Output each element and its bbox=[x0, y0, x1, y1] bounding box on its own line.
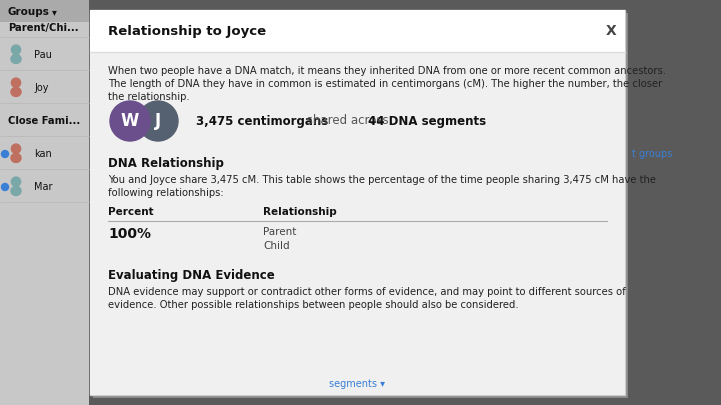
Circle shape bbox=[12, 144, 21, 153]
Text: DNA Relationship: DNA Relationship bbox=[108, 157, 224, 170]
Ellipse shape bbox=[11, 186, 21, 196]
Text: Close Fami...: Close Fami... bbox=[8, 116, 80, 126]
Text: Pau: Pau bbox=[34, 50, 52, 60]
Text: Percent: Percent bbox=[108, 207, 154, 217]
Text: Parent: Parent bbox=[263, 227, 296, 237]
Text: Relationship: Relationship bbox=[263, 207, 337, 217]
Circle shape bbox=[138, 101, 178, 141]
Text: J: J bbox=[155, 112, 161, 130]
Text: Parent/Chi...: Parent/Chi... bbox=[8, 23, 79, 33]
Text: evidence. Other possible relationships between people should also be considered.: evidence. Other possible relationships b… bbox=[108, 300, 518, 310]
Text: When two people have a DNA match, it means they inherited DNA from one or more r: When two people have a DNA match, it mea… bbox=[108, 66, 666, 76]
Text: 44 DNA segments: 44 DNA segments bbox=[368, 115, 486, 128]
Circle shape bbox=[12, 45, 21, 54]
Ellipse shape bbox=[11, 87, 21, 96]
Text: Relationship to Joyce: Relationship to Joyce bbox=[108, 24, 266, 38]
Text: ▾: ▾ bbox=[52, 7, 57, 17]
Text: X: X bbox=[606, 24, 616, 38]
Text: Joy: Joy bbox=[34, 83, 48, 93]
Text: t groups: t groups bbox=[632, 149, 673, 159]
Text: Child: Child bbox=[263, 241, 290, 251]
Circle shape bbox=[1, 151, 9, 158]
Text: DNA evidence may support or contradict other forms of evidence, and may point to: DNA evidence may support or contradict o… bbox=[108, 287, 626, 297]
Text: following relationships:: following relationships: bbox=[108, 188, 224, 198]
Text: kan: kan bbox=[34, 149, 52, 159]
FancyBboxPatch shape bbox=[90, 10, 625, 52]
Circle shape bbox=[12, 78, 21, 87]
Text: Mar: Mar bbox=[34, 182, 53, 192]
Text: Evaluating DNA Evidence: Evaluating DNA Evidence bbox=[108, 269, 275, 282]
Ellipse shape bbox=[11, 54, 21, 64]
Text: shared across: shared across bbox=[303, 115, 392, 128]
Text: Groups: Groups bbox=[8, 7, 50, 17]
FancyBboxPatch shape bbox=[0, 0, 89, 405]
Text: 100%: 100% bbox=[108, 227, 151, 241]
Circle shape bbox=[110, 101, 150, 141]
FancyBboxPatch shape bbox=[90, 10, 625, 395]
FancyBboxPatch shape bbox=[90, 52, 625, 395]
Ellipse shape bbox=[11, 153, 21, 162]
Circle shape bbox=[1, 183, 9, 190]
Text: the relationship.: the relationship. bbox=[108, 92, 190, 102]
Text: W: W bbox=[121, 112, 139, 130]
Circle shape bbox=[12, 177, 21, 186]
Text: segments ▾: segments ▾ bbox=[329, 379, 385, 389]
FancyBboxPatch shape bbox=[0, 0, 89, 22]
Text: 3,475 centimorgans: 3,475 centimorgans bbox=[196, 115, 328, 128]
Text: The length of DNA they have in common is estimated in centimorgans (cM). The hig: The length of DNA they have in common is… bbox=[108, 79, 663, 89]
Text: You and Joyce share 3,475 cM. This table shows the percentage of the time people: You and Joyce share 3,475 cM. This table… bbox=[108, 175, 656, 185]
FancyBboxPatch shape bbox=[93, 13, 628, 398]
